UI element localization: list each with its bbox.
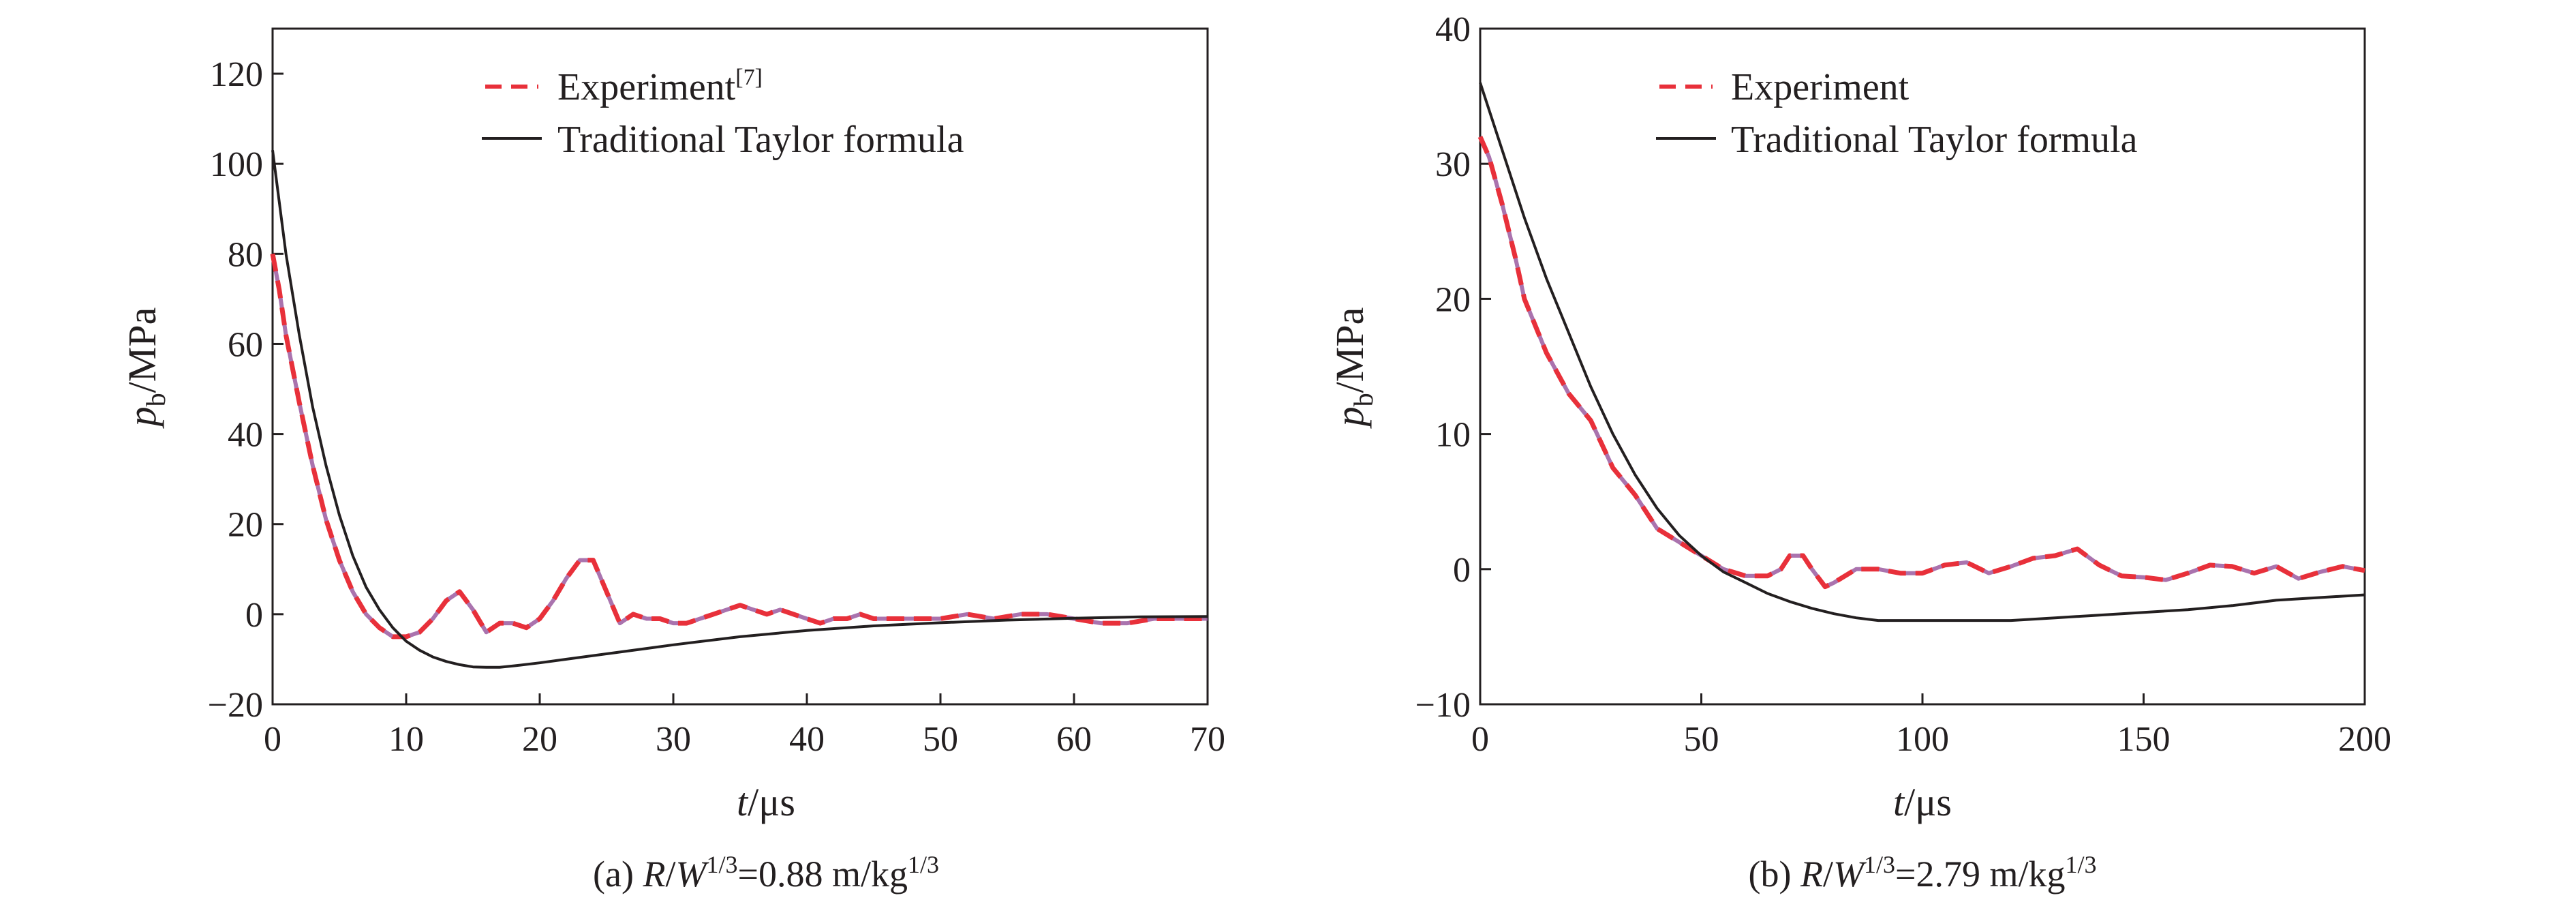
panel-a-series (270, 150, 1208, 669)
panel-b-y-tick-label: 30 (1435, 145, 1471, 184)
panel-a-y-tick-label: −20 (208, 686, 263, 725)
panel-b-y-tick-label: 10 (1435, 416, 1471, 455)
panel-a-experiment-line (270, 253, 1208, 640)
panel-a-y-tick-label: 40 (228, 416, 263, 455)
panel-a-y-tick-label: 100 (210, 145, 263, 184)
panel-b-legend-experiment: Experiment (1731, 66, 1910, 108)
panel-b-x-tick-label: 0 (1471, 720, 1489, 759)
panel-a-x-tick-label: 0 (264, 720, 281, 759)
panel-b-y-axis-label: pb/MPa (1328, 307, 1379, 430)
panel-a-experiment-line-underlay (271, 253, 1208, 639)
panel-a-y-tick-label: 120 (210, 55, 263, 94)
panel-b-legend-taylor: Traditional Taylor formula (1731, 119, 2138, 161)
panel-a-x-tick-label: 50 (923, 720, 958, 759)
panel-a-legend: Experiment[7] Traditional Taylor formula (482, 65, 964, 161)
panel-b-x-tick-label: 200 (2338, 720, 2391, 759)
panel-b-y-tick-label: 0 (1453, 551, 1471, 590)
panel-b-caption: (b) R/W1/3=2.79 m/kg1/3 (1749, 851, 2097, 895)
panel-b-y-ticks: −10 0 10 20 30 40 (1415, 10, 1491, 725)
panel-b-x-tick-label: 100 (1896, 720, 1949, 759)
panel-a-y-tick-label: 80 (228, 235, 263, 274)
panel-a-y-axis-label: pb/MPa (120, 307, 171, 430)
panel-a-x-tick-label: 40 (789, 720, 825, 759)
panel-a-legend-taylor: Traditional Taylor formula (557, 119, 964, 161)
panel-b-x-axis-label: t/μs (1893, 780, 1952, 824)
panel-b-experiment-line (1477, 136, 2365, 590)
panel-a-y-tick-label: 20 (228, 506, 263, 545)
panel-a-x-tick-label: 70 (1190, 720, 1225, 759)
panel-a-x-tick-label: 10 (388, 720, 424, 759)
panel-b-y-tick-label: 20 (1435, 280, 1471, 319)
panel-a-legend-experiment: Experiment[7] (557, 65, 763, 108)
panel-b-y-tick-label: 40 (1435, 10, 1471, 49)
panel-b-x-ticks: 0 50 100 150 200 (1471, 693, 2391, 759)
panel-a-caption: (a) R/W1/3=0.88 m/kg1/3 (593, 851, 939, 895)
panel-a-x-ticks: 0 10 20 30 40 50 60 70 (264, 693, 1225, 759)
panel-a-x-axis-label: t/μs (737, 780, 795, 824)
panel-b-y-tick-label: −10 (1415, 686, 1471, 725)
panel-a-y-tick-label: 0 (245, 596, 263, 635)
panel-b-series (1477, 82, 2365, 622)
panel-a-plot-frame (271, 27, 1209, 706)
panel-b-experiment-line-underlay (1478, 136, 2365, 589)
panel-a-x-tick-label: 30 (656, 720, 691, 759)
panel-a-x-tick-label: 20 (522, 720, 557, 759)
panel-b-legend: Experiment Traditional Taylor formula (1656, 66, 2138, 161)
panel-b-x-tick-label: 150 (2117, 720, 2171, 759)
panel-b-x-tick-label: 50 (1684, 720, 1719, 759)
panel-a-taylor-line (271, 150, 1208, 669)
panel-a-x-tick-label: 60 (1056, 720, 1092, 759)
panel-a-y-tick-label: 60 (228, 325, 263, 364)
panel-b-taylor-line (1479, 82, 2365, 622)
panel-a-legend-ref: [7] (735, 65, 763, 90)
panel-a-y-ticks: −20 0 20 40 60 80 100 120 (208, 55, 283, 725)
